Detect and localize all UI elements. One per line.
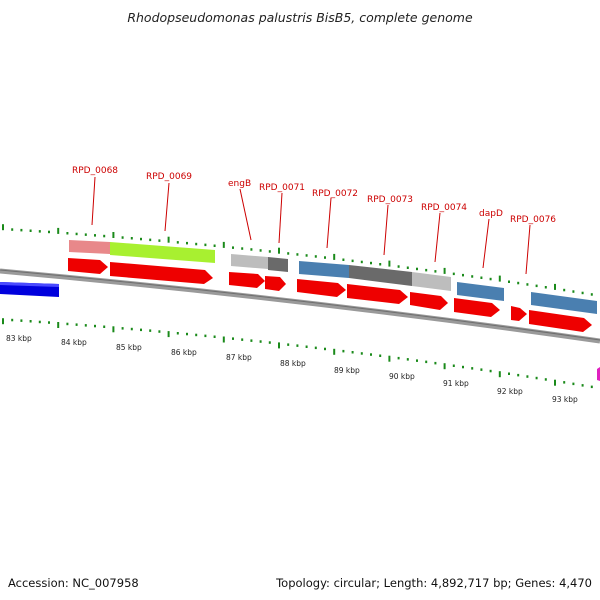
- cds-arrow-rpd0068: [68, 258, 108, 274]
- gene-label[interactable]: RPD_0076: [510, 215, 556, 225]
- gene-label[interactable]: RPD_0068: [72, 166, 118, 176]
- cds-arrow-rpd0072: [297, 279, 346, 297]
- kbp-label: 83 kbp: [6, 334, 32, 343]
- kbp-label: 85 kbp: [116, 343, 142, 352]
- gene-label[interactable]: dapD: [479, 209, 503, 219]
- cds-arrow-rpd0073: [347, 284, 408, 304]
- gene-label[interactable]: RPD_0069: [146, 172, 192, 182]
- cog-bar-rpd0074: [412, 272, 451, 291]
- cds-arrow-rpd0069: [110, 262, 213, 284]
- cog-bar-rpd0073: [349, 265, 412, 286]
- cds-arrow-small: [511, 306, 527, 321]
- gene-leader-lines: [91, 176, 531, 275]
- kbp-label: 88 kbp: [280, 359, 306, 368]
- cds-arrow-rpd0071: [265, 276, 286, 291]
- cog-bar-dapd: [457, 282, 504, 301]
- gene-label[interactable]: engB: [228, 179, 251, 189]
- gene-label[interactable]: RPD_0074: [421, 203, 467, 213]
- kbp-label: 87 kbp: [226, 353, 252, 362]
- cog-feature-row: [69, 240, 597, 314]
- upper-tick-row: [2, 224, 593, 296]
- edge-feature-marker: [597, 367, 600, 381]
- cog-bar-rpd0068: [69, 240, 110, 254]
- kbp-label: 86 kbp: [171, 348, 197, 357]
- genome-info-text: Topology: circular; Length: 4,892,717 bp…: [276, 576, 592, 590]
- kbp-label: 90 kbp: [389, 372, 415, 381]
- cds-arrow-rpd0076: [529, 310, 592, 332]
- cds-arrow-engb: [229, 272, 265, 288]
- cog-bar-rpd0069: [110, 242, 215, 263]
- map-title: Rhodopseudomonas palustris BisB5, comple…: [127, 10, 473, 25]
- accession-text: Accession: NC_007958: [8, 576, 139, 590]
- cds-arrow-dapd: [454, 298, 500, 317]
- cds-arrow-row: [68, 258, 592, 332]
- prev-gene-feature: [0, 282, 59, 297]
- cog-bar-rpd0071: [268, 257, 288, 272]
- lower-tick-row: [2, 318, 593, 389]
- kbp-label: 84 kbp: [61, 338, 87, 347]
- gene-label[interactable]: RPD_0072: [312, 189, 358, 199]
- cog-bar-rpd0072: [299, 261, 349, 278]
- cog-bar-engb: [231, 254, 268, 269]
- kbp-label: 89 kbp: [334, 366, 360, 375]
- kbp-label: 92 kbp: [497, 387, 523, 396]
- genome-backbone: [0, 268, 600, 344]
- gene-labels: RPD_0068 RPD_0069 engB RPD_0071 RPD_0072…: [72, 166, 556, 225]
- kbp-label: 93 kbp: [552, 395, 578, 404]
- kbp-labels: 83 kbp 84 kbp 85 kbp 86 kbp 87 kbp 88 kb…: [6, 334, 578, 404]
- gene-label[interactable]: RPD_0071: [259, 183, 305, 193]
- gene-label[interactable]: RPD_0073: [367, 195, 413, 205]
- cds-arrow-rpd0074: [410, 292, 448, 310]
- kbp-label: 91 kbp: [443, 379, 469, 388]
- cog-bar-rpd0076: [531, 292, 597, 314]
